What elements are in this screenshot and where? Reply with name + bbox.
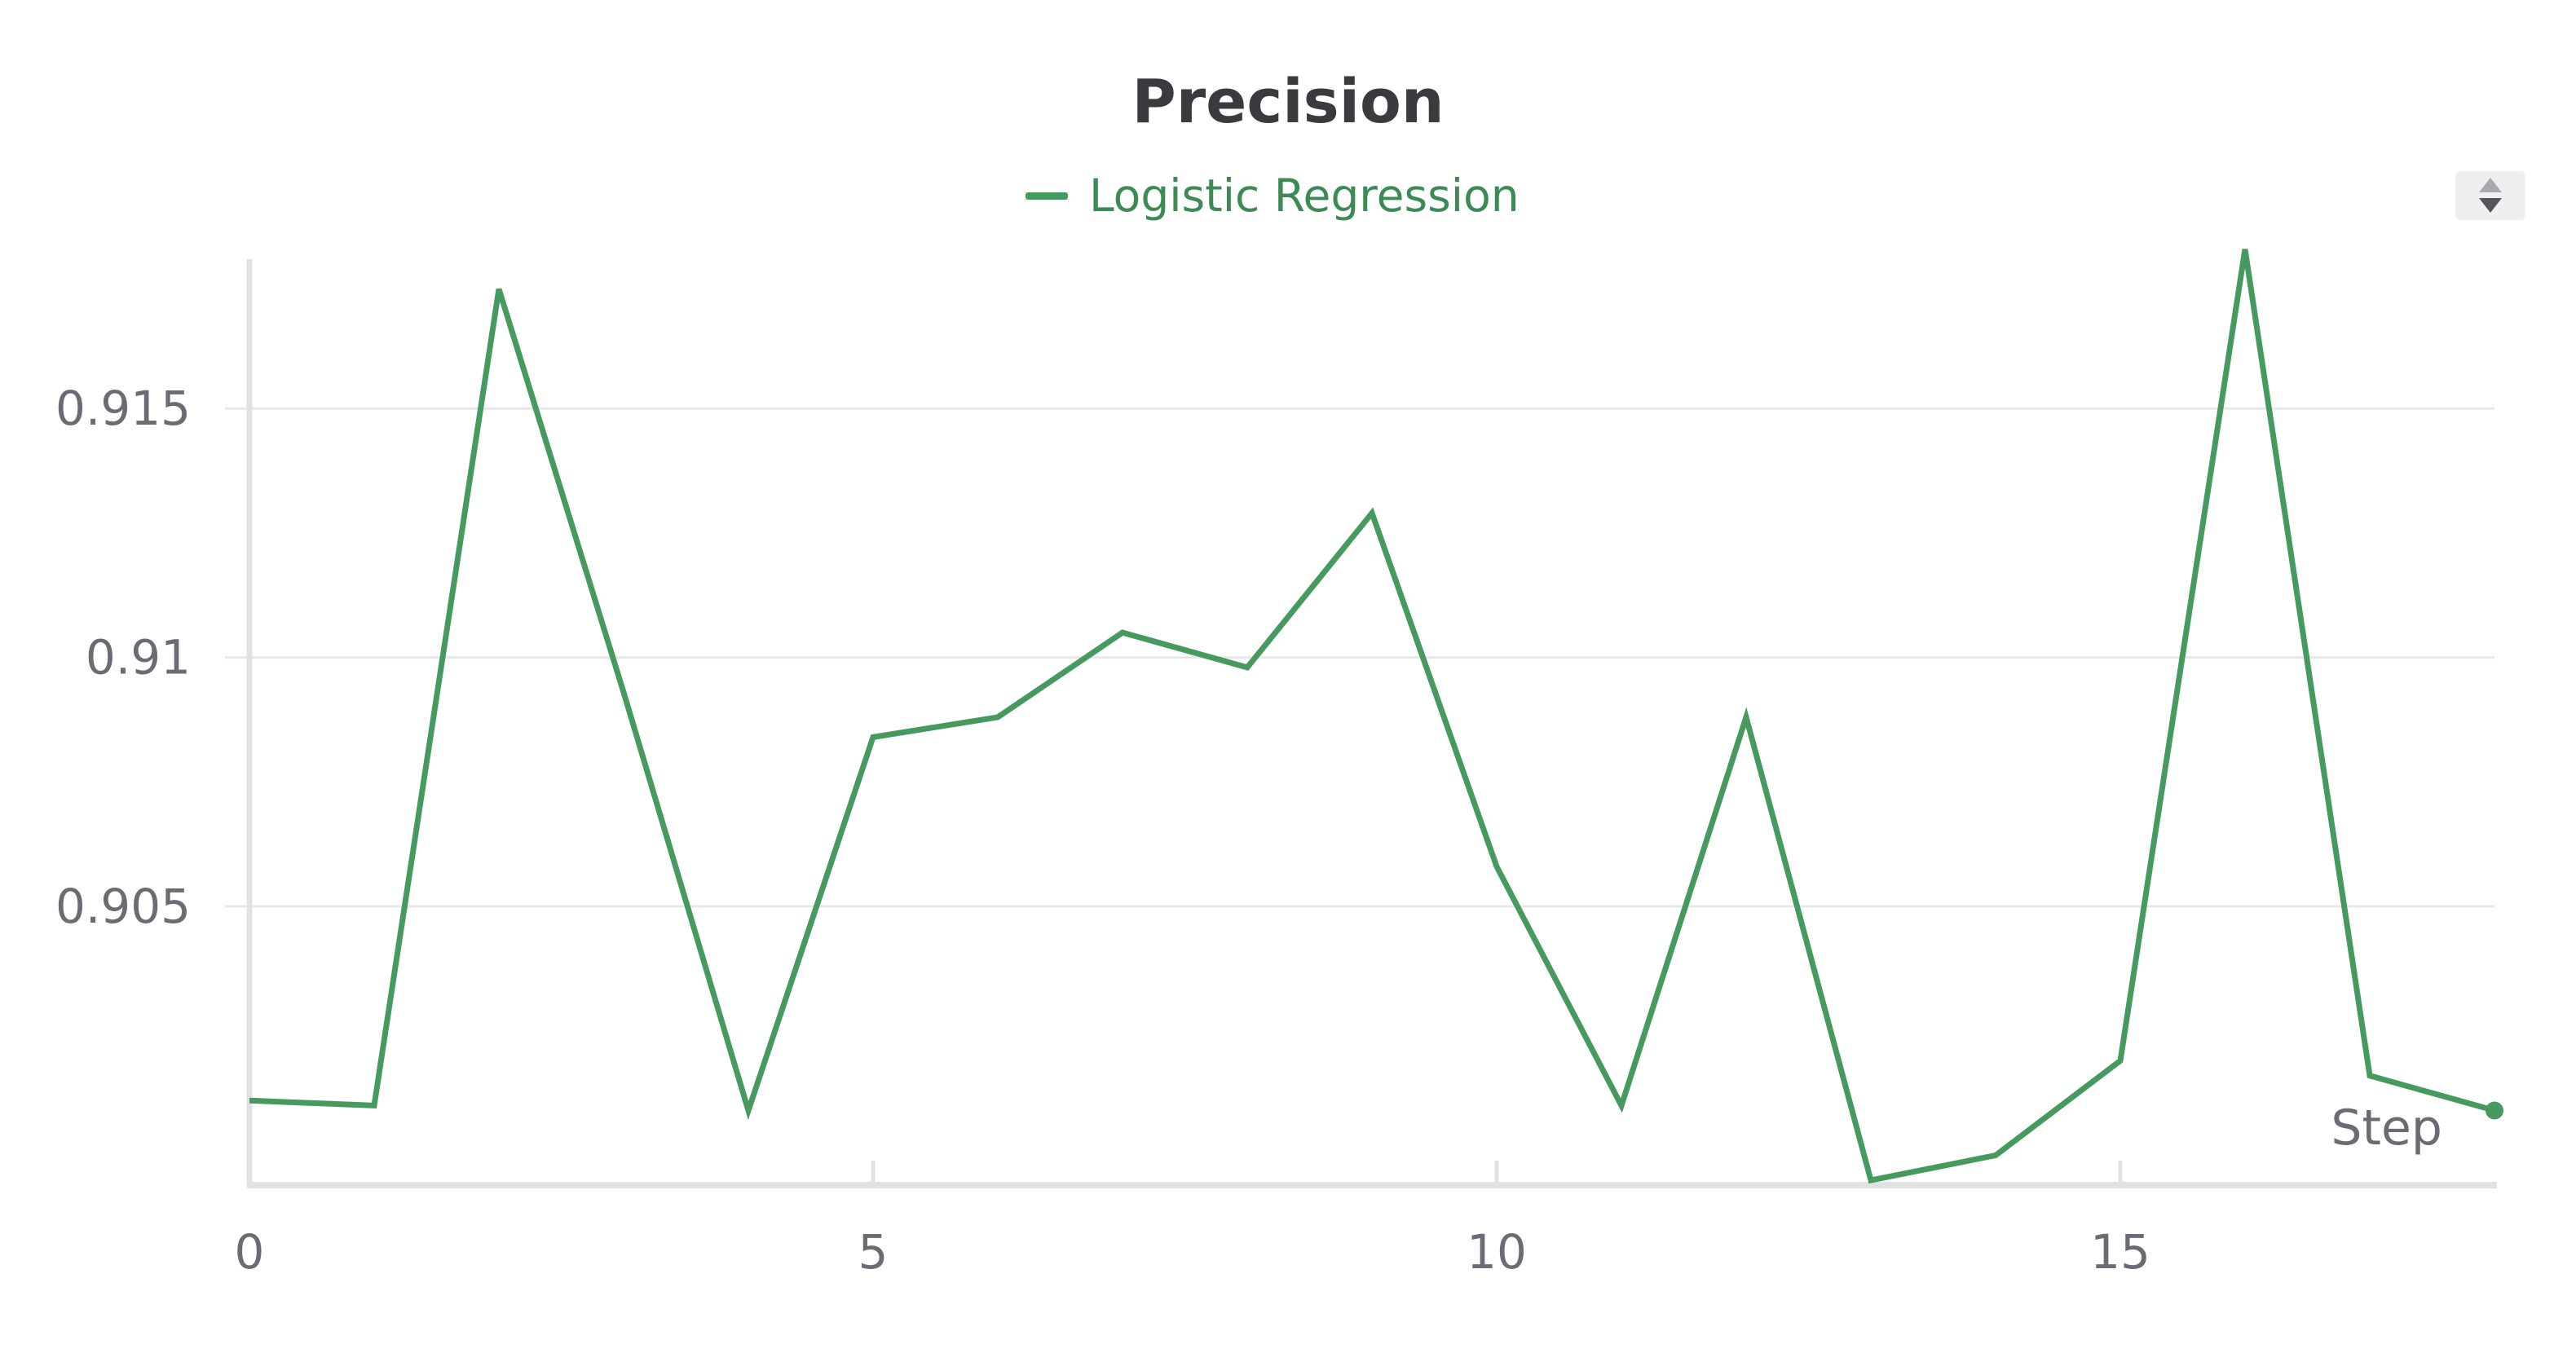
x-tick-label-3: 15 [2090,1224,2150,1280]
series-line-0 [249,249,2495,1184]
y-tick-labels: 0.905 0.91 0.915 [55,381,191,934]
legend-label-logistic-regression: Logistic Regression [1089,170,1520,222]
x-tick-label-1: 5 [858,1224,889,1280]
arrow-down-icon[interactable] [2479,198,2502,213]
arrow-up-icon[interactable] [2479,178,2502,192]
y-tick-label-2: 0.915 [55,381,191,436]
x-tick-label-0: 0 [235,1224,265,1280]
legend-swatch [1026,192,1068,200]
x-tick-labels: 0 5 10 15 [235,1224,2150,1280]
series-layer [249,249,2503,1184]
chart-title: Precision [1131,67,1445,137]
x-axis-label: Step [2331,1100,2442,1157]
x-tick-label-2: 10 [1467,1224,1527,1280]
grid-lines [225,407,2494,908]
y-tick-label-1: 0.91 [86,630,191,685]
y-tick-label-0: 0.905 [55,879,191,934]
series-end-point-0 [2486,1101,2503,1120]
legend: Logistic Regression [1026,170,1520,222]
legend-scroll-control[interactable] [2455,171,2525,220]
axes [246,259,2497,1188]
